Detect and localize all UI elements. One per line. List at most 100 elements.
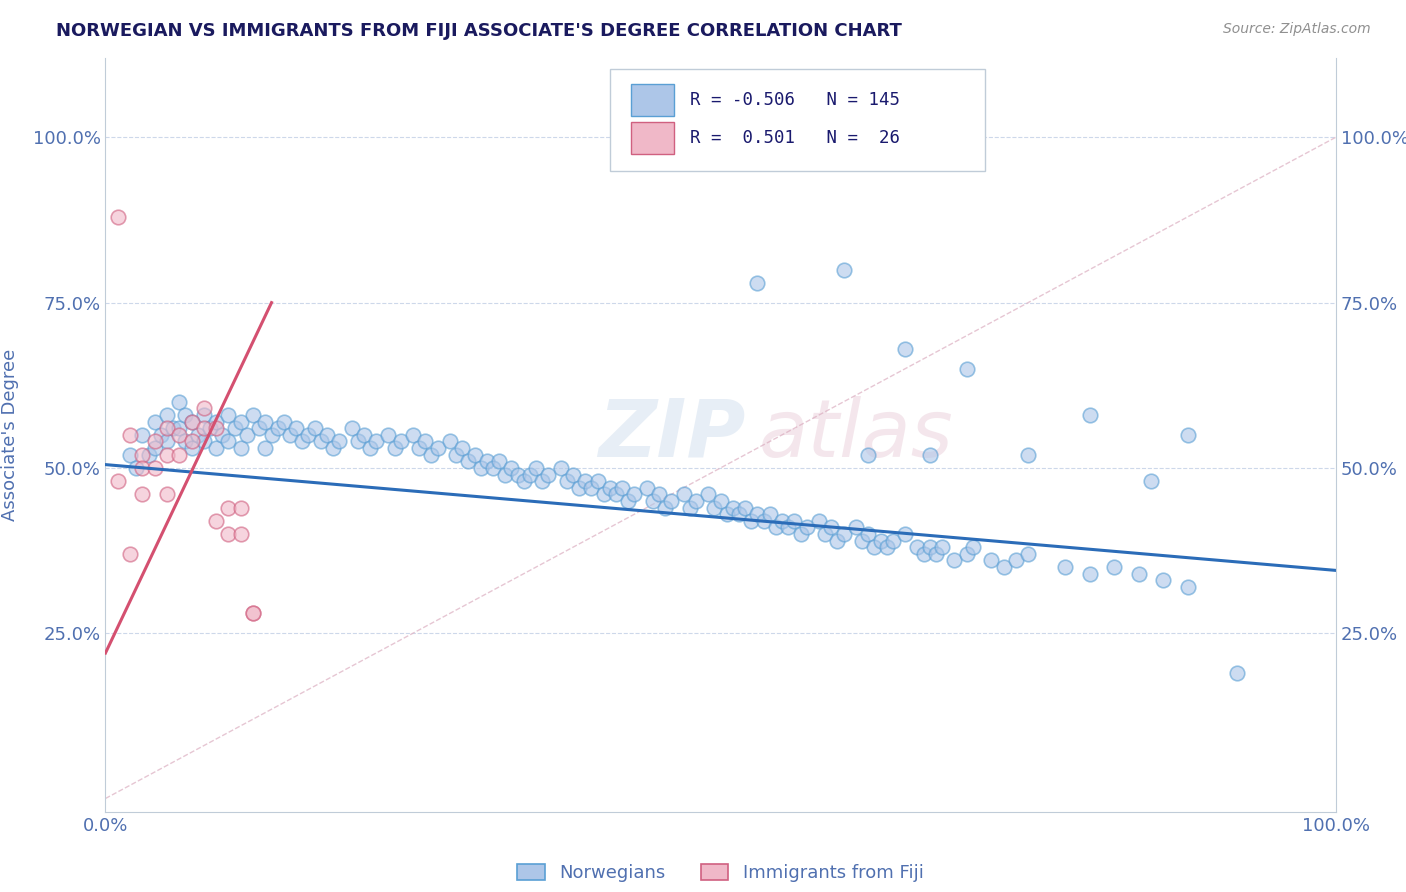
Point xyxy=(555,474,578,488)
Point xyxy=(143,434,166,449)
Text: ZIP: ZIP xyxy=(598,396,745,474)
Point xyxy=(1102,560,1125,574)
Point xyxy=(218,408,240,422)
Point xyxy=(193,408,215,422)
FancyBboxPatch shape xyxy=(631,122,673,153)
Point xyxy=(211,427,233,442)
Point xyxy=(501,461,523,475)
Point xyxy=(993,560,1015,574)
Point xyxy=(721,500,744,515)
Point xyxy=(783,514,806,528)
Point xyxy=(918,541,941,555)
Point xyxy=(470,461,492,475)
FancyBboxPatch shape xyxy=(631,85,673,116)
Point xyxy=(863,541,886,555)
Point xyxy=(956,547,979,561)
Point xyxy=(224,421,246,435)
Point xyxy=(174,408,197,422)
Point xyxy=(120,547,141,561)
Point xyxy=(1078,566,1101,581)
Point xyxy=(457,454,479,468)
Point xyxy=(1177,580,1199,594)
Point xyxy=(120,448,141,462)
Point xyxy=(273,415,295,429)
Point xyxy=(149,427,172,442)
Point xyxy=(120,427,141,442)
Point xyxy=(574,474,596,488)
Point xyxy=(679,500,702,515)
Point xyxy=(605,487,627,501)
Point xyxy=(384,441,406,455)
Point xyxy=(851,533,873,548)
Point xyxy=(169,448,191,462)
Point xyxy=(143,415,166,429)
Point xyxy=(408,441,430,455)
Point xyxy=(513,474,536,488)
Point xyxy=(482,461,505,475)
Point xyxy=(531,474,554,488)
Point xyxy=(328,434,350,449)
Point xyxy=(623,487,645,501)
Point xyxy=(107,474,129,488)
Point xyxy=(765,520,787,534)
Point xyxy=(858,527,880,541)
Point xyxy=(925,547,948,561)
Point xyxy=(304,421,326,435)
Point xyxy=(205,514,228,528)
Point xyxy=(581,481,603,495)
Point xyxy=(193,421,215,435)
Point xyxy=(796,520,818,534)
Point xyxy=(205,441,228,455)
Point xyxy=(464,448,486,462)
Point xyxy=(820,520,842,534)
Text: atlas: atlas xyxy=(758,396,953,474)
Point xyxy=(869,533,891,548)
Point xyxy=(366,434,388,449)
Point xyxy=(537,467,560,482)
Point xyxy=(747,507,769,521)
Point xyxy=(242,607,264,621)
Point xyxy=(236,427,259,442)
Point xyxy=(415,434,437,449)
Point xyxy=(254,415,277,429)
Point xyxy=(439,434,461,449)
Point xyxy=(260,427,283,442)
Point xyxy=(242,607,264,621)
Point xyxy=(426,441,449,455)
Point xyxy=(193,434,215,449)
Point xyxy=(1128,566,1150,581)
Point xyxy=(894,527,917,541)
Point xyxy=(138,448,160,462)
Point xyxy=(617,494,640,508)
Point xyxy=(728,507,751,521)
Point xyxy=(475,454,498,468)
Point xyxy=(267,421,290,435)
Point xyxy=(156,408,179,422)
Point xyxy=(143,441,166,455)
Point xyxy=(1017,448,1039,462)
Point xyxy=(444,448,467,462)
Point xyxy=(592,487,614,501)
Point xyxy=(156,487,179,501)
Point xyxy=(353,427,375,442)
Point xyxy=(247,421,270,435)
Point xyxy=(685,494,707,508)
Point xyxy=(876,541,898,555)
Point xyxy=(814,527,837,541)
Point xyxy=(278,427,301,442)
Y-axis label: Associate's Degree: Associate's Degree xyxy=(0,349,18,521)
Point xyxy=(524,461,547,475)
Point xyxy=(1140,474,1163,488)
Point xyxy=(1054,560,1077,574)
Point xyxy=(180,415,202,429)
Point xyxy=(568,481,591,495)
Text: NORWEGIAN VS IMMIGRANTS FROM FIJI ASSOCIATE'S DEGREE CORRELATION CHART: NORWEGIAN VS IMMIGRANTS FROM FIJI ASSOCI… xyxy=(56,22,903,40)
Point xyxy=(420,448,443,462)
Point xyxy=(894,342,917,356)
Point xyxy=(169,394,191,409)
Point xyxy=(285,421,308,435)
Point xyxy=(193,401,215,416)
Point xyxy=(131,487,153,501)
Point xyxy=(1017,547,1039,561)
Point xyxy=(229,500,252,515)
